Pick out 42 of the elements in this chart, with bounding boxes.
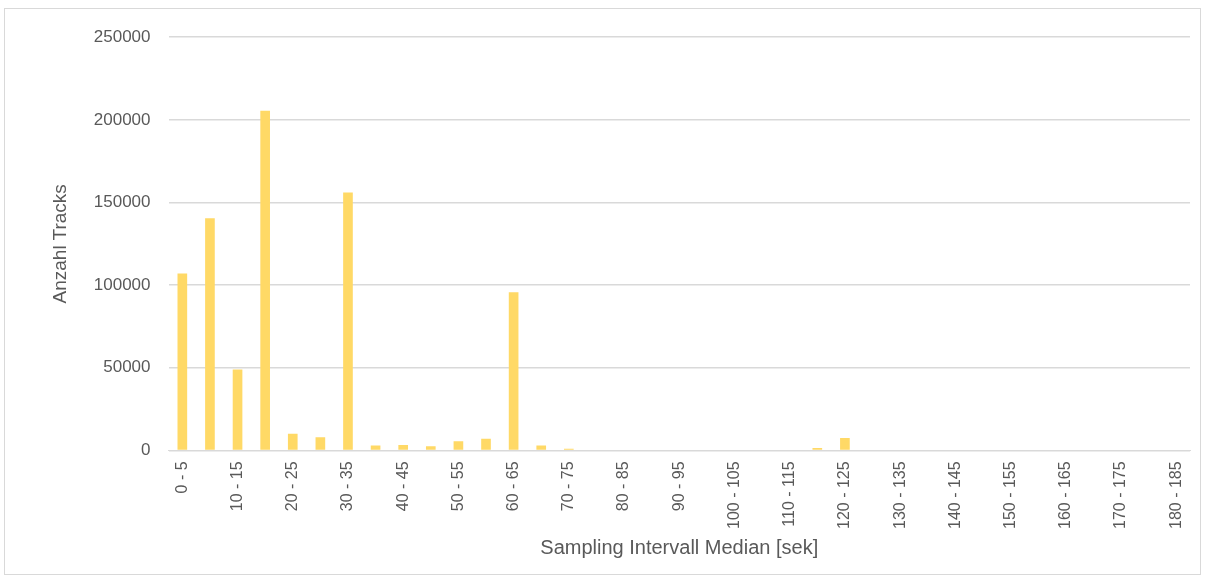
x-tick-label: 160 - 165 bbox=[1056, 461, 1074, 529]
y-tick-label: 100000 bbox=[93, 274, 151, 294]
bar bbox=[205, 218, 215, 450]
y-tick-label: 250000 bbox=[93, 26, 151, 46]
y-axis-title: Anzahl Tracks bbox=[48, 184, 70, 304]
bar bbox=[370, 445, 381, 450]
y-tick-label: 0 bbox=[141, 440, 151, 460]
bar bbox=[398, 445, 409, 450]
x-tick-label: 150 - 155 bbox=[1000, 461, 1018, 529]
x-tick-label: 10 - 15 bbox=[227, 461, 245, 512]
x-tick-label: 80 - 85 bbox=[614, 461, 632, 512]
bar bbox=[232, 369, 243, 450]
x-tick-label: 100 - 105 bbox=[724, 461, 742, 529]
y-tick-label: 150000 bbox=[93, 192, 151, 212]
bar bbox=[177, 273, 188, 450]
bar bbox=[287, 433, 298, 450]
x-tick-label: 20 - 25 bbox=[283, 461, 301, 512]
bar bbox=[508, 292, 519, 450]
x-tick-label: 0 - 5 bbox=[172, 461, 190, 494]
x-tick-label: 120 - 125 bbox=[835, 461, 853, 529]
x-tick-label: 180 - 185 bbox=[1166, 461, 1184, 529]
x-tick-label: 110 - 115 bbox=[780, 461, 798, 527]
bar bbox=[840, 438, 850, 450]
y-tick-label: 50000 bbox=[103, 357, 151, 377]
x-tick-label: 90 - 95 bbox=[669, 461, 687, 512]
x-tick-label: 60 - 65 bbox=[504, 461, 522, 512]
x-tick-label: 130 - 135 bbox=[890, 461, 908, 529]
x-tick-label: 140 - 145 bbox=[945, 461, 963, 529]
x-tick-label: 70 - 75 bbox=[559, 461, 577, 512]
x-tick-label: 30 - 35 bbox=[338, 461, 356, 512]
bar bbox=[260, 110, 270, 450]
bar bbox=[343, 192, 353, 450]
x-tick-label: 170 - 175 bbox=[1111, 461, 1129, 529]
y-tick-label: 200000 bbox=[93, 109, 151, 129]
bar bbox=[425, 446, 436, 450]
x-axis-title: Sampling Intervall Median [sek] bbox=[540, 535, 819, 558]
bar bbox=[453, 441, 464, 450]
x-tick-label: 40 - 45 bbox=[393, 461, 411, 512]
bar bbox=[315, 437, 326, 450]
bar bbox=[536, 445, 547, 450]
x-tick-label: 50 - 55 bbox=[448, 461, 466, 512]
bar bbox=[481, 438, 491, 450]
